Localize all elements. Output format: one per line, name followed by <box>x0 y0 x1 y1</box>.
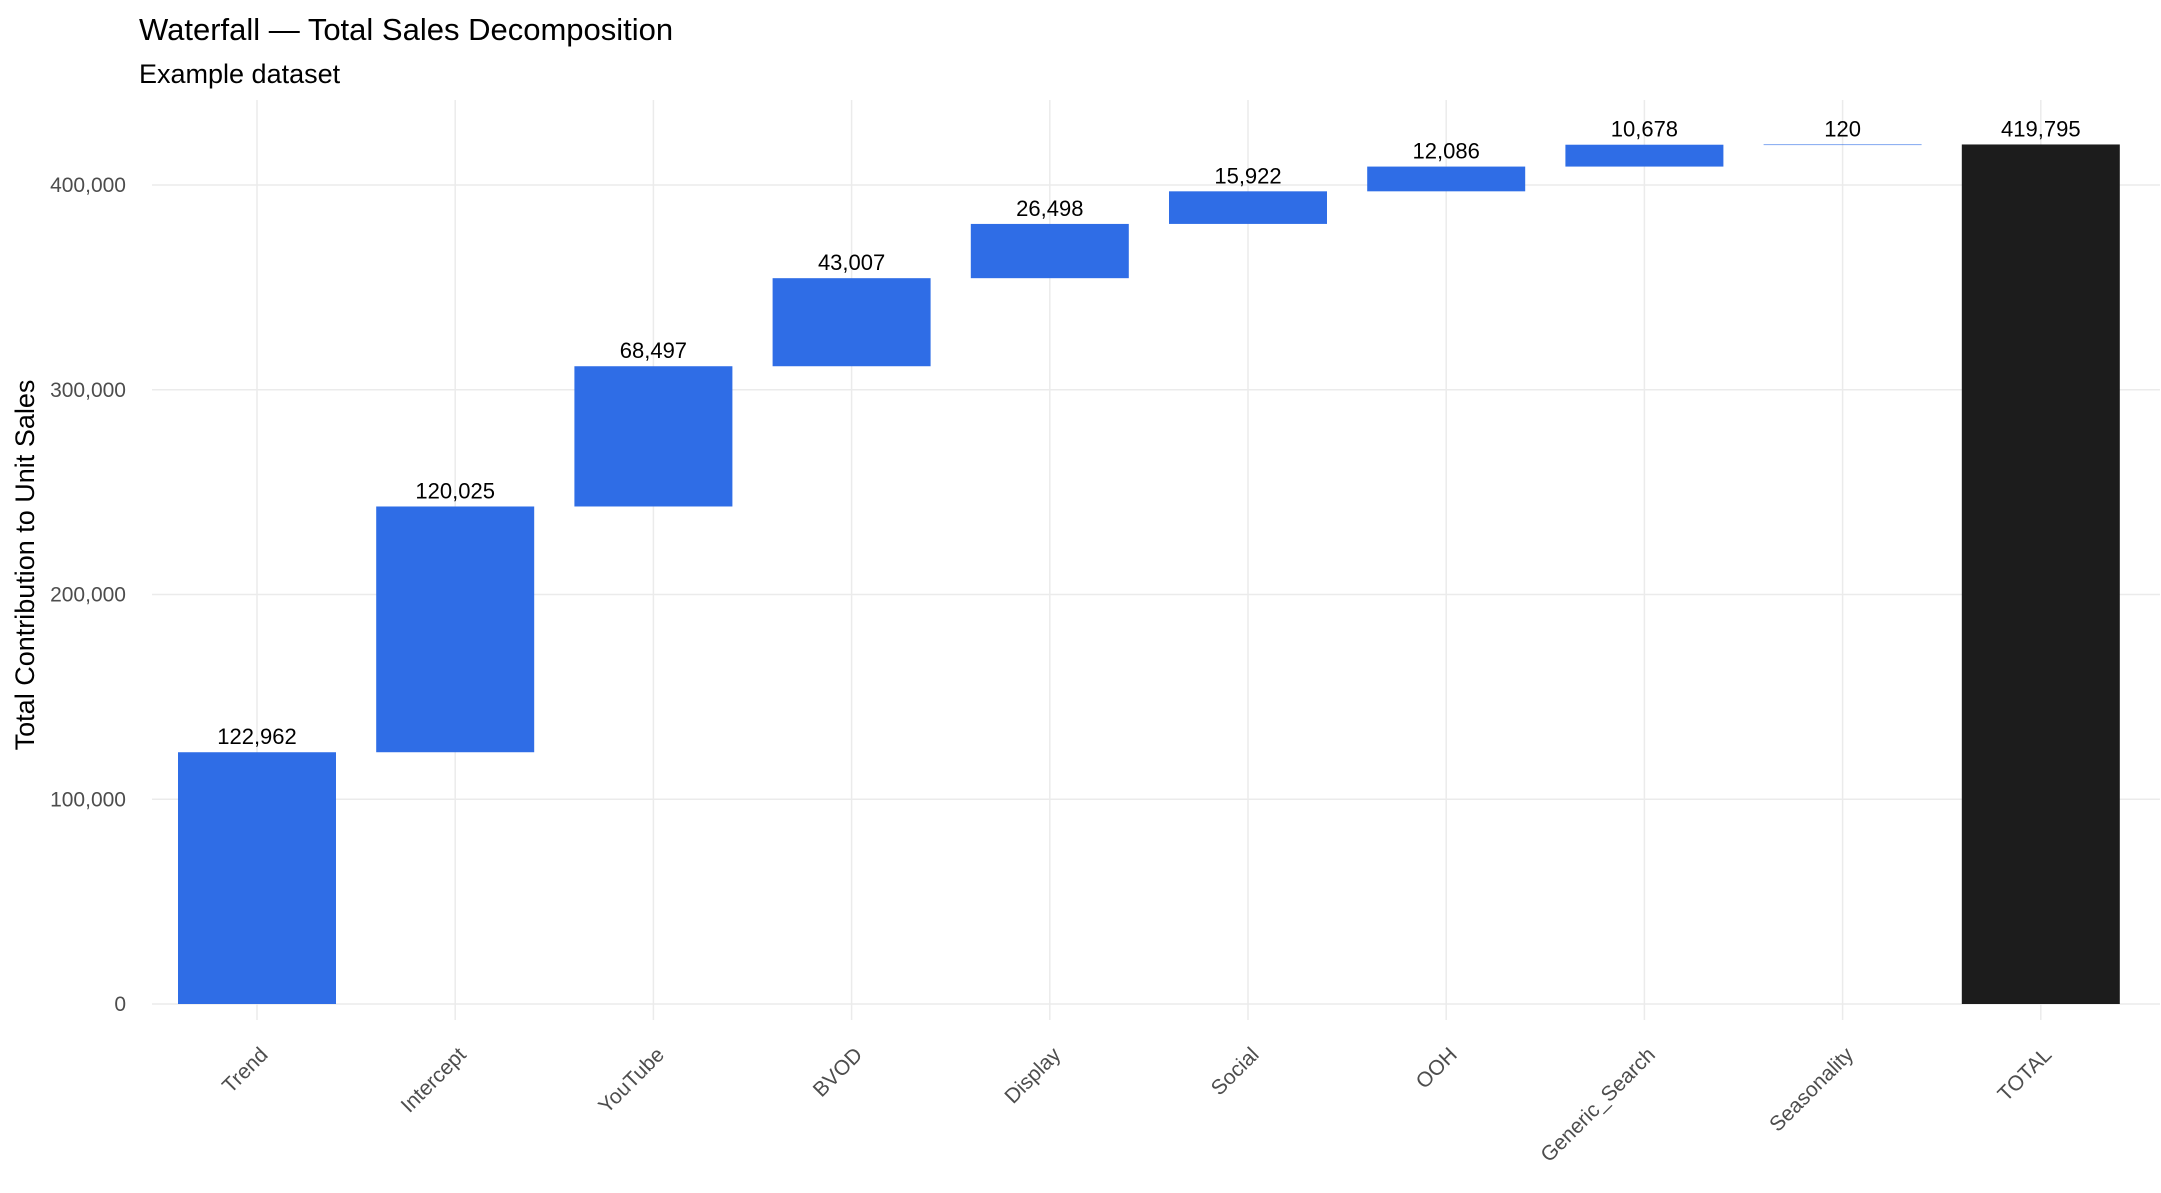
waterfall-bar <box>1367 166 1526 192</box>
x-tick-label: Intercept <box>397 1043 471 1117</box>
y-axis-ticks: 0 100,000 200,000 300,000 400,000 <box>50 174 126 1016</box>
waterfall-bar <box>1763 144 1922 146</box>
waterfall-bar <box>1565 144 1724 167</box>
waterfall-bar <box>574 366 733 507</box>
chart-subtitle: Example dataset <box>139 59 341 89</box>
bar-value-label: 122,962 <box>217 724 297 749</box>
bar-value-label: 120 <box>1824 116 1861 141</box>
bar-value-label: 419,795 <box>2001 116 2081 141</box>
bar-value-label: 12,086 <box>1413 139 1480 164</box>
x-tick-label: BVOD <box>809 1043 867 1101</box>
y-tick-label: 200,000 <box>50 584 126 607</box>
y-tick-label: 0 <box>114 993 126 1016</box>
bar-value-label: 15,922 <box>1214 163 1281 188</box>
bar-layer <box>178 144 2120 1005</box>
x-tick-label: Generic_Search <box>1536 1043 1660 1167</box>
waterfall-bar <box>376 506 535 753</box>
x-tick-label: Social <box>1207 1043 1264 1100</box>
x-tick-label: Display <box>1000 1043 1065 1108</box>
chart-title: Waterfall — Total Sales Decomposition <box>139 12 673 47</box>
y-tick-label: 100,000 <box>50 788 126 811</box>
x-tick-label: TOTAL <box>1994 1043 2057 1106</box>
x-tick-label: Seasonality <box>1765 1043 1858 1136</box>
waterfall-bar <box>178 752 336 1004</box>
bar-value-label: 26,498 <box>1016 196 1083 221</box>
waterfall-bar <box>970 223 1129 279</box>
waterfall-bar <box>1169 191 1327 224</box>
x-tick-label: Trend <box>218 1043 273 1098</box>
y-tick-label: 300,000 <box>50 379 126 402</box>
value-label-layer: 122,962 120,025 68,497 43,007 26,498 15,922 12… <box>217 116 2080 749</box>
y-tick-label: 400,000 <box>50 174 126 197</box>
total-bar <box>1961 144 2120 1005</box>
y-axis-label: Total Contribution to Unit Sales <box>10 380 40 751</box>
x-tick-label: YouTube <box>594 1043 669 1118</box>
x-tick-label: OOH <box>1412 1043 1462 1093</box>
waterfall-bar <box>772 278 931 367</box>
bar-value-label: 10,678 <box>1611 117 1678 142</box>
x-axis-ticks: Trend Intercept YouTube BVOD Display Social OO… <box>218 1043 2056 1167</box>
bar-value-label: 68,497 <box>620 338 687 363</box>
bar-value-label: 43,007 <box>818 250 885 275</box>
bar-value-label: 120,025 <box>415 478 495 503</box>
